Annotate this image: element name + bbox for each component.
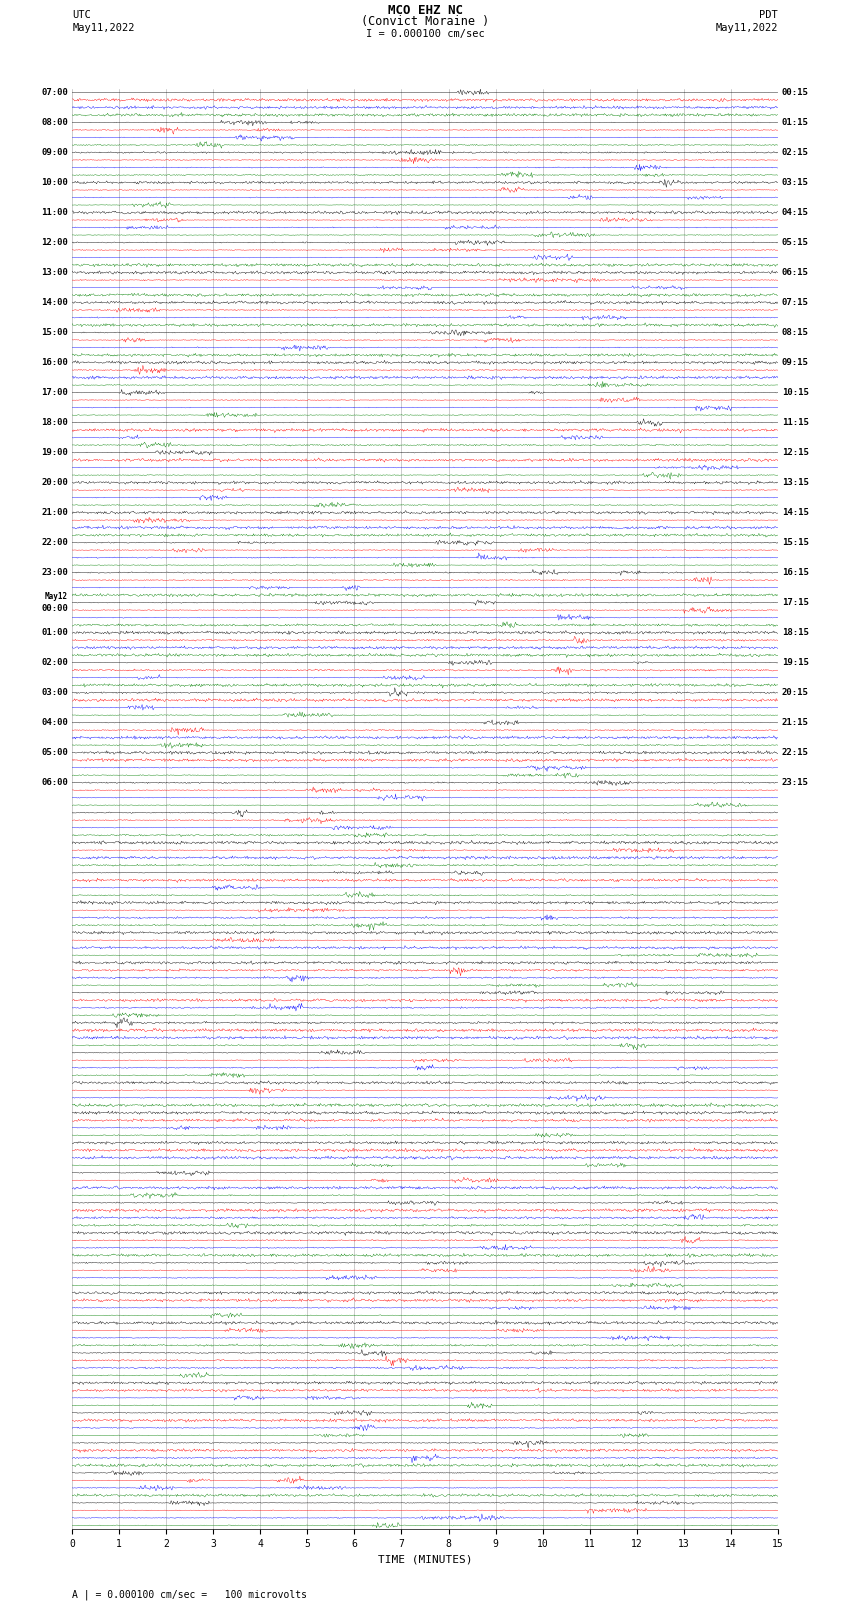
Text: 23:00: 23:00 [41, 568, 68, 577]
Text: UTC: UTC [72, 10, 91, 19]
Text: 14:15: 14:15 [782, 508, 809, 518]
Text: 23:15: 23:15 [782, 777, 809, 787]
Text: 18:00: 18:00 [41, 418, 68, 427]
Text: 08:00: 08:00 [41, 118, 68, 127]
Text: 00:00: 00:00 [41, 603, 68, 613]
Text: (Convict Moraine ): (Convict Moraine ) [361, 15, 489, 27]
Text: 16:00: 16:00 [41, 358, 68, 368]
Text: 11:15: 11:15 [782, 418, 809, 427]
Text: 10:15: 10:15 [782, 389, 809, 397]
X-axis label: TIME (MINUTES): TIME (MINUTES) [377, 1555, 473, 1565]
Text: 01:00: 01:00 [41, 627, 68, 637]
Text: 13:00: 13:00 [41, 268, 68, 277]
Text: 04:15: 04:15 [782, 208, 809, 218]
Text: 09:00: 09:00 [41, 148, 68, 156]
Text: May11,2022: May11,2022 [715, 23, 778, 32]
Text: 06:00: 06:00 [41, 777, 68, 787]
Text: 08:15: 08:15 [782, 327, 809, 337]
Text: 09:15: 09:15 [782, 358, 809, 368]
Text: 02:15: 02:15 [782, 148, 809, 156]
Text: May11,2022: May11,2022 [72, 23, 135, 32]
Text: 22:00: 22:00 [41, 539, 68, 547]
Text: 03:00: 03:00 [41, 689, 68, 697]
Text: I = 0.000100 cm/sec: I = 0.000100 cm/sec [366, 29, 484, 39]
Text: 13:15: 13:15 [782, 477, 809, 487]
Text: 07:15: 07:15 [782, 298, 809, 306]
Text: 05:15: 05:15 [782, 239, 809, 247]
Text: 19:00: 19:00 [41, 448, 68, 456]
Text: 00:15: 00:15 [782, 89, 809, 97]
Text: 21:00: 21:00 [41, 508, 68, 518]
Text: 20:15: 20:15 [782, 689, 809, 697]
Text: 17:15: 17:15 [782, 598, 809, 606]
Text: 21:15: 21:15 [782, 718, 809, 727]
Text: 12:00: 12:00 [41, 239, 68, 247]
Text: 18:15: 18:15 [782, 627, 809, 637]
Text: 05:00: 05:00 [41, 748, 68, 756]
Text: 04:00: 04:00 [41, 718, 68, 727]
Text: PDT: PDT [759, 10, 778, 19]
Text: 16:15: 16:15 [782, 568, 809, 577]
Text: 11:00: 11:00 [41, 208, 68, 218]
Text: 02:00: 02:00 [41, 658, 68, 668]
Text: May12: May12 [45, 592, 68, 602]
Text: 01:15: 01:15 [782, 118, 809, 127]
Text: 06:15: 06:15 [782, 268, 809, 277]
Text: 12:15: 12:15 [782, 448, 809, 456]
Text: 17:00: 17:00 [41, 389, 68, 397]
Text: 20:00: 20:00 [41, 477, 68, 487]
Text: 10:00: 10:00 [41, 177, 68, 187]
Text: 15:15: 15:15 [782, 539, 809, 547]
Text: 07:00: 07:00 [41, 89, 68, 97]
Text: 22:15: 22:15 [782, 748, 809, 756]
Text: A | = 0.000100 cm/sec =   100 microvolts: A | = 0.000100 cm/sec = 100 microvolts [72, 1589, 307, 1600]
Text: 19:15: 19:15 [782, 658, 809, 668]
Text: 03:15: 03:15 [782, 177, 809, 187]
Text: 14:00: 14:00 [41, 298, 68, 306]
Text: 15:00: 15:00 [41, 327, 68, 337]
Text: MCO EHZ NC: MCO EHZ NC [388, 3, 462, 16]
